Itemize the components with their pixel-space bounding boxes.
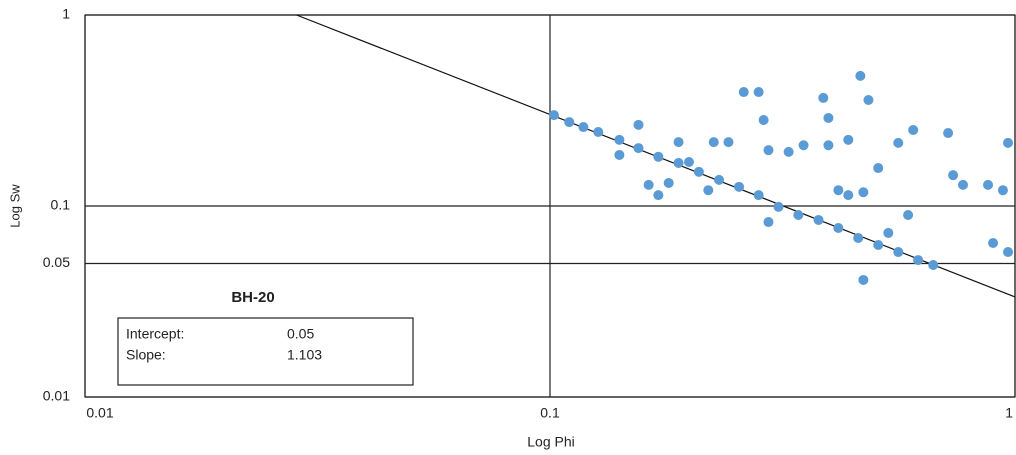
point <box>983 179 994 190</box>
point <box>548 110 559 121</box>
point <box>683 156 694 167</box>
point <box>734 181 745 192</box>
annotation-value: 0.05 <box>287 326 314 342</box>
point <box>673 137 684 148</box>
point <box>958 179 969 190</box>
point <box>1003 137 1014 148</box>
point <box>653 151 664 162</box>
point <box>564 117 575 128</box>
y-tick-label: 0.01 <box>43 388 70 404</box>
annotation-value: 1.103 <box>287 347 322 363</box>
point <box>758 115 769 126</box>
point <box>753 87 764 98</box>
point <box>693 166 704 177</box>
y-tick-label: 0.05 <box>43 254 70 270</box>
x-tick-label: 0.1 <box>540 405 560 421</box>
point <box>763 217 774 228</box>
plot-frame <box>84 14 1016 398</box>
point <box>673 157 684 168</box>
point <box>873 163 884 174</box>
annotation-title: BH-20 <box>231 289 274 306</box>
point <box>633 119 644 130</box>
point <box>855 70 866 81</box>
point <box>714 174 725 185</box>
point <box>928 260 939 271</box>
point <box>653 190 664 201</box>
annotation-label: Slope: <box>126 347 166 363</box>
point <box>833 223 844 234</box>
point <box>823 140 834 151</box>
point <box>763 145 774 156</box>
point <box>633 143 644 154</box>
point <box>643 179 654 190</box>
point <box>858 274 869 285</box>
point <box>948 170 959 181</box>
point <box>883 227 894 238</box>
x-axis-label: Log Phi <box>527 434 574 450</box>
point <box>997 185 1008 196</box>
annotation-label: Intercept: <box>126 326 184 342</box>
y-tick-label: 0.1 <box>51 197 71 213</box>
point <box>863 94 874 105</box>
point <box>988 238 999 249</box>
point <box>818 92 829 103</box>
point <box>903 210 914 221</box>
point <box>708 137 719 148</box>
point <box>793 210 804 221</box>
y-tick-label: 1 <box>62 6 70 22</box>
x-tick-label: 1 <box>1005 405 1013 421</box>
point <box>1003 247 1014 258</box>
point <box>873 239 884 250</box>
point <box>893 247 904 258</box>
point <box>614 134 625 145</box>
point <box>663 177 674 188</box>
point <box>823 112 834 123</box>
point <box>913 255 924 266</box>
point <box>614 149 625 160</box>
point <box>723 137 734 148</box>
point <box>753 190 764 201</box>
y-axis-label: Log Sw <box>7 184 22 228</box>
point <box>908 124 919 135</box>
point <box>773 201 784 212</box>
annotation-box <box>117 317 414 386</box>
point <box>843 190 854 201</box>
point <box>813 214 824 225</box>
point <box>738 87 749 98</box>
point <box>833 185 844 196</box>
point <box>853 232 864 243</box>
point <box>578 122 589 133</box>
point <box>703 185 714 196</box>
point <box>843 134 854 145</box>
point <box>943 128 954 139</box>
point <box>893 137 904 148</box>
point <box>783 146 794 157</box>
x-tick-label: 0.01 <box>86 405 113 421</box>
point <box>858 187 869 198</box>
point <box>798 140 809 151</box>
point <box>593 127 604 138</box>
